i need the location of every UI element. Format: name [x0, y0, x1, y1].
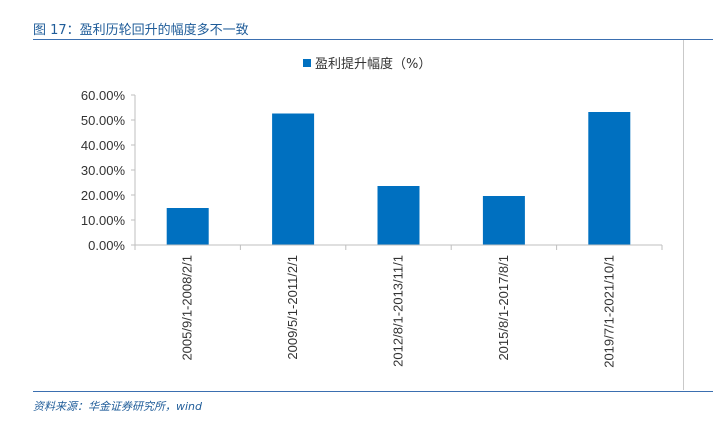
x-tick-label: 2005/9/1-2008/2/1 — [180, 255, 195, 361]
x-tick-label: 2009/5/1-2011/2/1 — [285, 255, 300, 360]
x-tick-label: 2012/8/1-2013/11/1 — [391, 255, 406, 367]
bar — [272, 113, 315, 245]
x-tick-label: 2019/7/1-2021/10/1 — [601, 255, 616, 368]
y-axis-ticks: 0.00% 10.00% 20.00% 30.00% 40.00% 50.00% 60.00… — [81, 88, 135, 253]
bar — [588, 112, 631, 245]
legend: 盈利提升幅度（%） — [303, 56, 431, 72]
legend-swatch — [303, 59, 311, 67]
source-note: 资料来源：华金证券研究所，wind — [33, 400, 203, 413]
y-tick-label: 50.00% — [81, 113, 126, 128]
figure-title: 图 17：盈利历轮回升的幅度多不一致 — [33, 23, 249, 38]
title-rule — [33, 39, 713, 40]
source-rule — [33, 391, 713, 392]
x-axis-ticks: 2005/9/1-2008/2/1 2009/5/1-2011/2/1 2012/8… — [134, 245, 663, 368]
y-tick-label: 40.00% — [81, 138, 126, 153]
y-tick-label: 0.00% — [88, 238, 125, 253]
bar — [377, 186, 420, 245]
right-border — [683, 40, 684, 390]
legend-label: 盈利提升幅度（%） — [315, 56, 431, 72]
y-tick-label: 10.00% — [81, 213, 126, 228]
x-tick-label: 2015/8/1-2017/8/1 — [496, 255, 511, 361]
y-tick-label: 30.00% — [81, 163, 126, 178]
bars — [166, 112, 631, 245]
bar — [482, 196, 525, 245]
bar — [166, 208, 209, 245]
y-tick-label: 60.00% — [81, 88, 126, 103]
y-tick-label: 20.00% — [81, 188, 126, 203]
